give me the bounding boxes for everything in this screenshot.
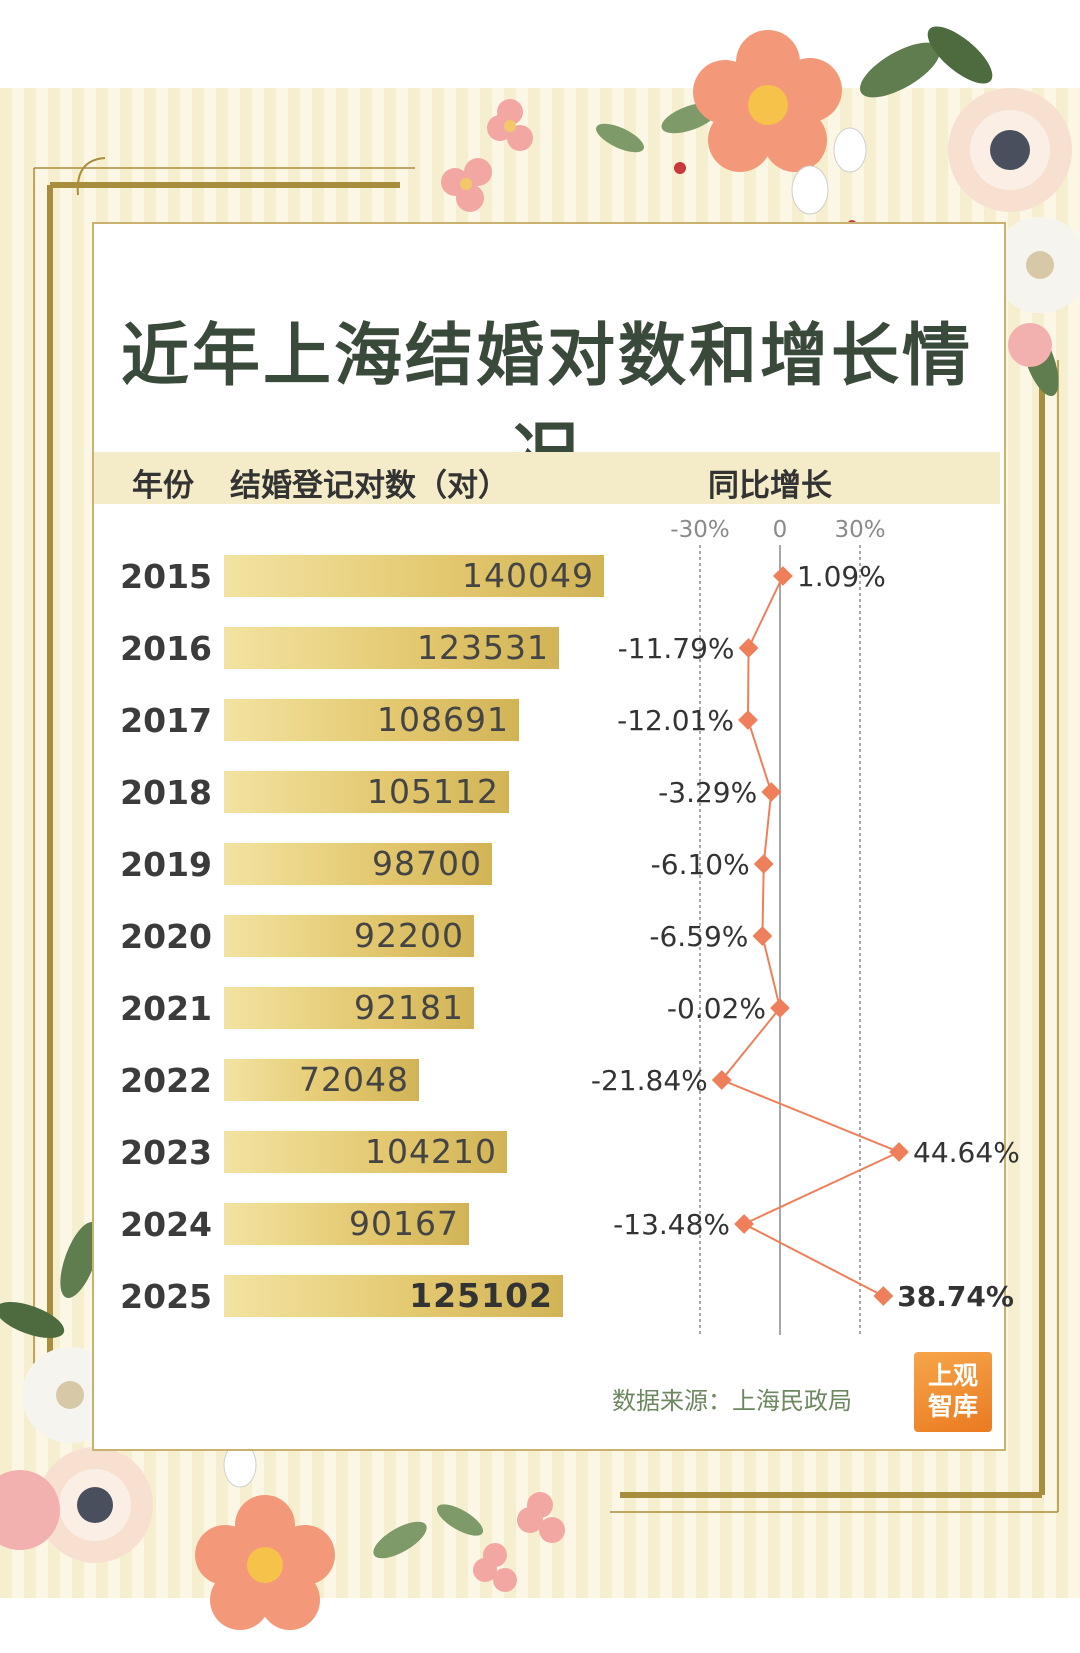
count-bar	[224, 843, 492, 885]
year-label: 2018	[120, 773, 212, 812]
data-source: 数据来源：上海民政局	[612, 1387, 852, 1415]
count-bar	[224, 1275, 563, 1317]
growth-value-label: -11.79%	[618, 632, 735, 665]
year-label: 2020	[120, 917, 212, 956]
count-bar	[224, 627, 559, 669]
growth-point-marker	[738, 710, 758, 730]
logo-line-1: 上观	[927, 1361, 978, 1390]
logo-line-2: 智库	[927, 1392, 978, 1421]
year-label: 2025	[120, 1277, 212, 1316]
growth-point-marker	[773, 566, 793, 586]
growth-value-label: -3.29%	[658, 776, 757, 809]
growth-point-marker	[711, 1070, 732, 1090]
count-value-label: 104210	[365, 1132, 497, 1171]
count-value-label: 72048	[299, 1060, 409, 1099]
year-label: 2022	[120, 1061, 212, 1100]
count-value-label: 140049	[462, 556, 594, 595]
count-value-label: 123531	[417, 628, 549, 667]
chart-title: 近年上海结婚对数和增长情况	[120, 316, 973, 495]
growth-point-marker	[752, 926, 773, 946]
year-label: 2019	[120, 845, 212, 884]
count-value-label: 108691	[377, 700, 509, 739]
growth-tick-label: 0	[773, 517, 788, 543]
chart-panel	[92, 222, 1006, 1451]
year-label: 2016	[120, 629, 212, 668]
count-column-header: 结婚登记对数（对）	[230, 468, 509, 504]
growth-tick-label: -30%	[670, 517, 729, 543]
growth-value-label: -13.48%	[613, 1208, 730, 1241]
year-column-header: 年份	[132, 468, 194, 504]
count-bar	[224, 915, 474, 957]
count-bar	[224, 1131, 507, 1173]
growth-value-label: 44.64%	[913, 1136, 1020, 1169]
growth-column-header: 同比增长	[708, 468, 832, 504]
growth-value-label: 38.74%	[897, 1280, 1014, 1313]
growth-point-marker	[889, 1142, 909, 1162]
growth-point-marker	[734, 1214, 754, 1234]
growth-value-label: -21.84%	[591, 1064, 708, 1097]
count-value-label: 92200	[354, 916, 464, 955]
growth-value-label: -6.59%	[649, 920, 748, 953]
year-label: 2021	[120, 989, 212, 1028]
flower-cluster-top-right	[441, 26, 1080, 397]
year-label: 2017	[120, 701, 212, 740]
publisher-logo: 上观 智库	[914, 1352, 992, 1432]
year-label: 2024	[120, 1205, 212, 1244]
growth-value-label: 1.09%	[797, 560, 886, 593]
count-bar	[224, 987, 474, 1029]
year-label: 2015	[120, 557, 212, 596]
count-value-label: 125102	[409, 1276, 553, 1315]
growth-value-label: -12.01%	[617, 704, 734, 737]
flower-cluster-bottom-left	[0, 1222, 565, 1630]
count-bar	[224, 555, 604, 597]
growth-point-marker	[873, 1286, 894, 1306]
count-value-label: 105112	[367, 772, 499, 811]
count-value-label: 92181	[354, 988, 464, 1027]
growth-value-label: -6.10%	[651, 848, 750, 881]
growth-point-marker	[770, 998, 790, 1018]
count-value-label: 90167	[349, 1204, 459, 1243]
growth-tick-label: 30%	[834, 517, 885, 543]
growth-point-marker	[761, 782, 782, 802]
growth-point-marker	[738, 638, 759, 658]
growth-point-marker	[753, 854, 774, 874]
year-label: 2023	[120, 1133, 212, 1172]
growth-value-label: -0.02%	[667, 992, 766, 1025]
count-bar	[224, 1059, 419, 1101]
count-bar	[224, 699, 519, 741]
table-header-band	[94, 452, 1000, 504]
count-bar	[224, 1203, 469, 1245]
count-bar	[224, 771, 509, 813]
count-value-label: 98700	[372, 844, 482, 883]
